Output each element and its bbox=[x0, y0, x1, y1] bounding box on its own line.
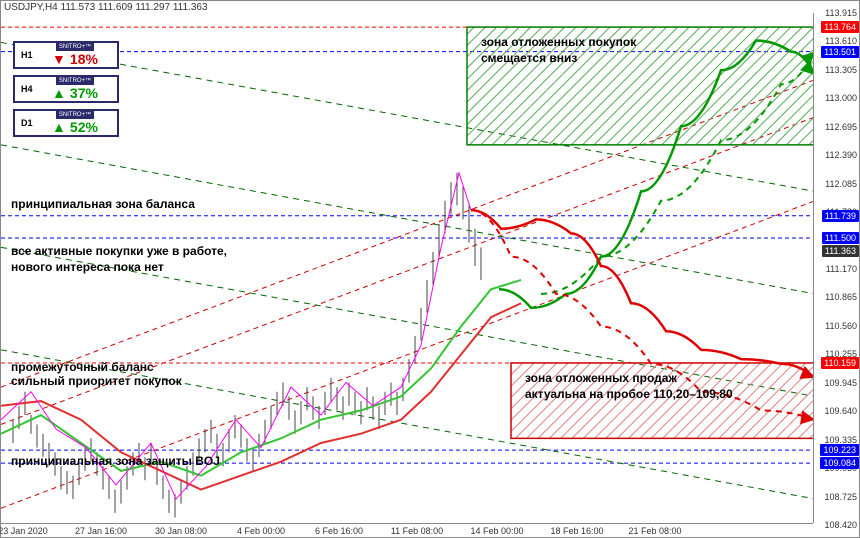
y-tick: 109.945 bbox=[824, 378, 857, 388]
annotation-text: промежуточный баланс bbox=[11, 360, 154, 374]
y-tick: 112.390 bbox=[825, 150, 857, 160]
tf-label: D1 bbox=[21, 118, 39, 128]
price-label: 113.764 bbox=[821, 21, 859, 33]
forex-chart: USDJPY,H4 111.573 111.609 111.297 111.36… bbox=[0, 0, 860, 538]
x-tick: 11 Feb 08:00 bbox=[391, 526, 443, 536]
y-axis: 113.915113.610113.305113.000112.695112.3… bbox=[813, 13, 859, 523]
annotation-text: принципиальная зона защиты BOJ bbox=[11, 454, 220, 468]
price-label: 110.159 bbox=[821, 357, 859, 369]
x-axis: 23 Jan 2020 27 Jan 16:00 30 Jan 08:00 4 Feb… bbox=[1, 523, 813, 537]
ohlc-label: 111.573 111.609 111.297 111.363 bbox=[61, 2, 208, 13]
x-tick: 23 Jan 2020 bbox=[0, 526, 48, 536]
x-tick: 18 Feb 16:00 bbox=[550, 526, 603, 536]
tf-label: H4 bbox=[21, 84, 39, 94]
y-tick: 110.560 bbox=[825, 321, 857, 331]
arrow-icon: ▲ bbox=[52, 119, 66, 135]
indicator-box: H1 SNITRO+™▼18% bbox=[13, 41, 119, 69]
indicator-box: D1 SNITRO+™▲52% bbox=[13, 109, 119, 137]
zone-text: смещается вниз bbox=[481, 51, 577, 65]
y-tick: 112.695 bbox=[825, 122, 857, 132]
percent-label: 37% bbox=[70, 85, 98, 101]
price-label: 113.501 bbox=[821, 46, 859, 58]
chart-title: USDJPY,H4 111.573 111.609 111.297 111.36… bbox=[4, 2, 208, 13]
y-tick: 112.085 bbox=[825, 179, 857, 189]
annotation-text: принципиальная зона баланса bbox=[11, 197, 195, 211]
price-label: 111.363 bbox=[822, 245, 859, 257]
annotation-text: нового интереса пока нет bbox=[11, 260, 164, 274]
annotation-text: все активные покупки уже в работе, bbox=[11, 244, 227, 258]
zone-text: зона отложенных продаж bbox=[525, 371, 677, 385]
price-label: 111.500 bbox=[822, 232, 859, 244]
indicator-badge: SNITRO+™ bbox=[56, 111, 94, 119]
y-tick: 110.865 bbox=[825, 292, 857, 302]
price-label: 109.223 bbox=[820, 444, 859, 456]
y-tick: 108.420 bbox=[824, 520, 857, 530]
tf-label: H1 bbox=[21, 50, 39, 60]
price-label: 109.084 bbox=[820, 457, 859, 469]
y-tick: 113.915 bbox=[825, 8, 857, 18]
y-tick: 113.305 bbox=[825, 65, 857, 75]
y-tick: 109.640 bbox=[824, 406, 857, 416]
x-tick: 6 Feb 16:00 bbox=[315, 526, 363, 536]
annotation-text: сильный приоритет покупок bbox=[11, 374, 182, 388]
arrow-icon: ▼ bbox=[52, 51, 66, 67]
zone-text: зона отложенных покупок bbox=[481, 35, 636, 49]
x-tick: 21 Feb 08:00 bbox=[628, 526, 681, 536]
y-tick: 113.000 bbox=[825, 93, 857, 103]
indicator-panel: H1SNITRO+™▼18%H4SNITRO+™▲37%D1SNITRO+™▲5… bbox=[13, 41, 119, 143]
price-label: 111.739 bbox=[822, 210, 859, 222]
indicator-box: H4 SNITRO+™▲37% bbox=[13, 75, 119, 103]
indicator-badge: SNITRO+™ bbox=[56, 43, 94, 51]
x-tick: 14 Feb 00:00 bbox=[470, 526, 523, 536]
arrow-icon: ▲ bbox=[52, 85, 66, 101]
zone-text: актуальна на пробое 110,20–109,80 bbox=[525, 387, 733, 401]
percent-label: 18% bbox=[70, 51, 98, 67]
y-tick: 111.170 bbox=[826, 264, 857, 274]
symbol-label: USDJPY,H4 bbox=[4, 2, 58, 13]
indicator-badge: SNITRO+™ bbox=[56, 77, 94, 85]
x-tick: 4 Feb 00:00 bbox=[237, 526, 285, 536]
percent-label: 52% bbox=[70, 119, 98, 135]
x-tick: 27 Jan 16:00 bbox=[75, 526, 127, 536]
y-tick: 108.725 bbox=[824, 492, 857, 502]
plot-area[interactable]: зона отложенных покупок смещается вниз зон… bbox=[1, 13, 813, 523]
x-tick: 30 Jan 08:00 bbox=[155, 526, 207, 536]
